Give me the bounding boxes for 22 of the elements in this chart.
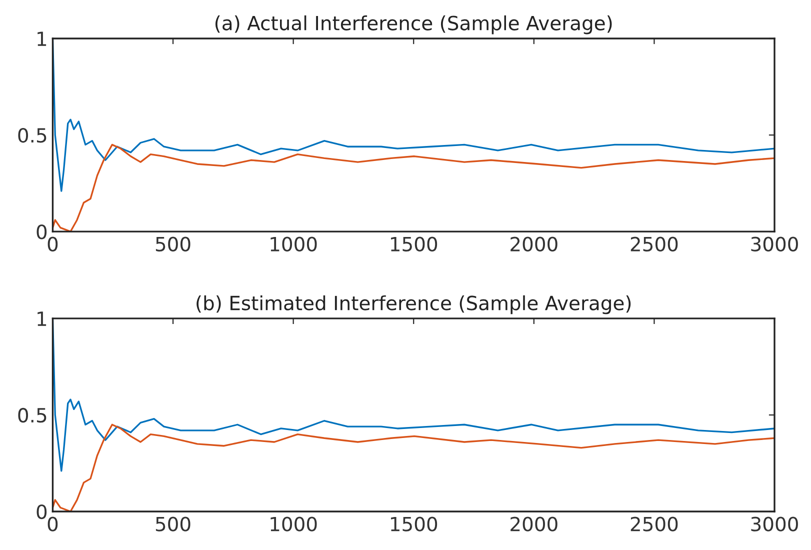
y-tick-label: 0 (36, 504, 47, 520)
x-tick-label: 0 (48, 236, 58, 252)
y-tick-label: 0.5 (18, 408, 46, 423)
x-tick-label: 2500 (630, 516, 678, 532)
y-tick-label: 0 (36, 224, 47, 240)
y-tick-label: 1 (38, 32, 46, 46)
y-tick-label: 1 (38, 312, 46, 326)
x-tick-label: 500 (156, 516, 190, 532)
x-tick-label: 0 (48, 516, 58, 532)
chart-title: (a) Actual Interference (Sample Average) (215, 15, 612, 34)
x-tick-label: 2000 (510, 236, 558, 252)
y-tick-label: 0.5 (18, 128, 46, 143)
x-tick-label: 1500 (391, 516, 438, 532)
x-tick-label: 500 (156, 236, 190, 252)
x-tick-label: 1500 (391, 236, 438, 252)
x-tick-label: 3000 (751, 516, 798, 532)
chart-title: (b) Estimated Interference (Sample Average) (196, 295, 631, 314)
x-tick-label: 2000 (510, 516, 558, 532)
x-tick-label: 1000 (270, 516, 317, 532)
x-tick-label: 2500 (630, 236, 678, 252)
x-tick-label: 1000 (270, 236, 317, 252)
x-tick-label: 3000 (751, 236, 798, 252)
